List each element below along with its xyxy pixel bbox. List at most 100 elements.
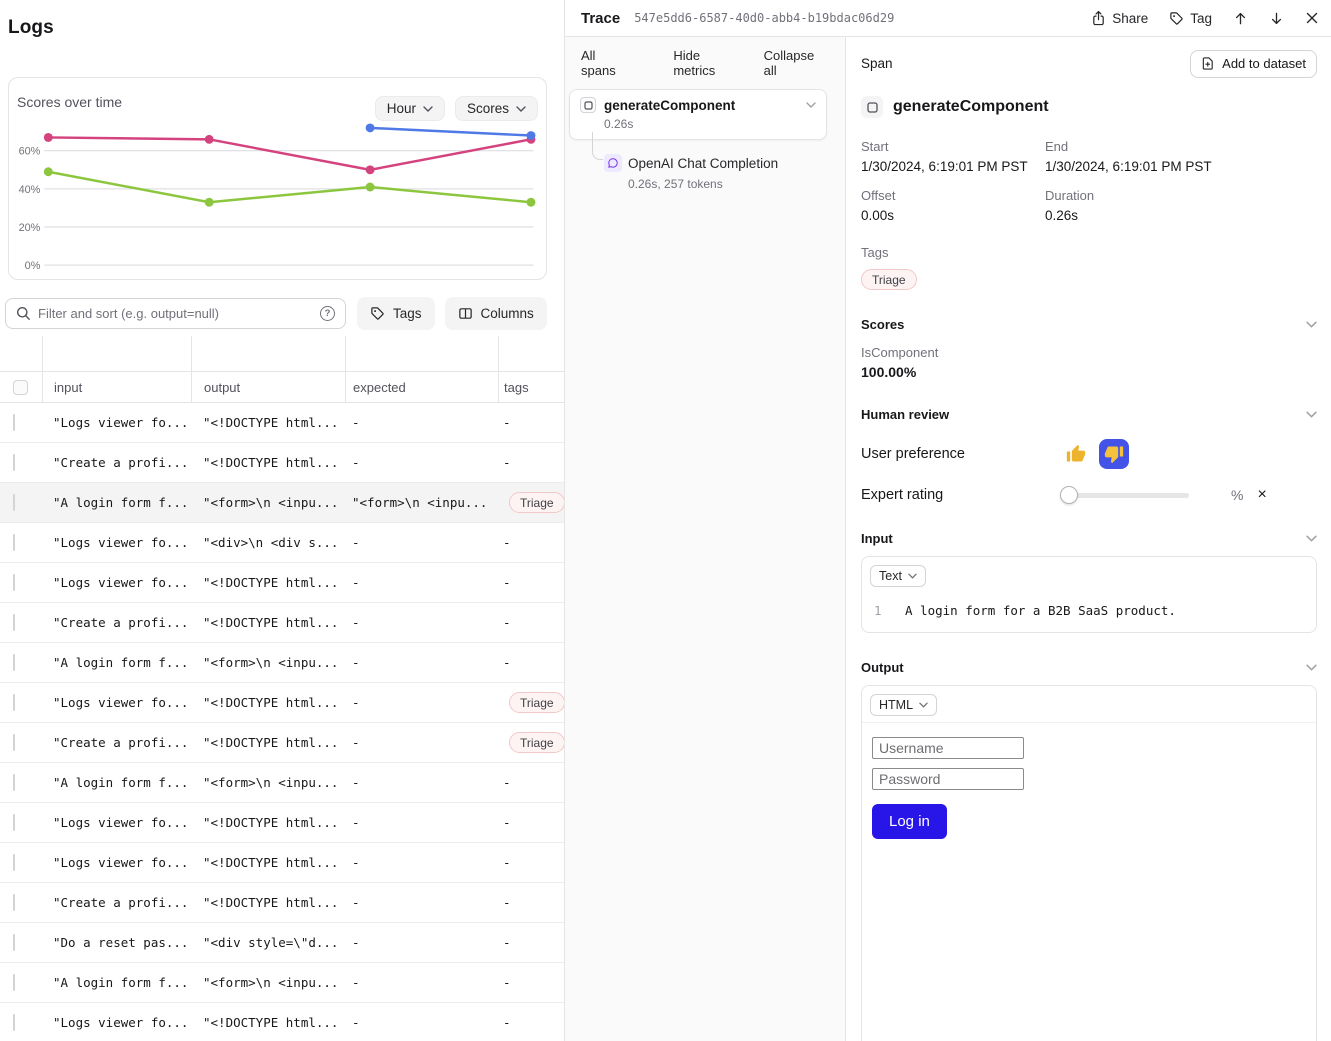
input-format-select[interactable]: Text <box>870 565 926 587</box>
chevron-down-icon <box>908 573 917 579</box>
cell-output: "<!DOCTYPE html... <box>203 1015 339 1030</box>
tag-chip-triage[interactable]: Triage <box>509 692 564 713</box>
hide-metrics-button[interactable]: Hide metrics <box>673 48 716 78</box>
table-row[interactable]: "Logs viewer fo... "<!DOCTYPE html... - … <box>0 563 564 603</box>
help-icon[interactable]: ? <box>320 306 335 321</box>
tag-chip-triage[interactable]: Triage <box>861 269 917 290</box>
cell-output: "<!DOCTYPE html... <box>203 695 339 710</box>
cell-input: "Logs viewer fo... <box>53 535 189 550</box>
filter-input[interactable] <box>38 306 313 321</box>
span-tree-panel: All spans Hide metrics Collapse all gene… <box>565 37 846 1041</box>
row-checkbox[interactable] <box>13 974 15 991</box>
tag-chip-triage[interactable]: Triage <box>509 732 564 753</box>
column-header-expected[interactable]: expected <box>345 372 498 402</box>
cell-input: "Logs viewer fo... <box>53 855 189 870</box>
close-icon[interactable] <box>1305 11 1319 25</box>
share-button[interactable]: Share <box>1091 10 1148 26</box>
chevron-down-icon[interactable] <box>1306 535 1317 542</box>
slider-knob[interactable] <box>1060 486 1078 504</box>
expert-rating-slider[interactable] <box>1060 486 1189 504</box>
log-table-body: "Logs viewer fo... "<!DOCTYPE html... - … <box>0 403 564 1041</box>
chevron-down-icon[interactable] <box>806 102 816 108</box>
cell-output: "<div style=\"d... <box>203 935 339 950</box>
column-header-output[interactable]: output <box>191 372 345 402</box>
row-checkbox[interactable] <box>13 854 15 871</box>
tag-icon <box>1170 11 1183 25</box>
row-checkbox[interactable] <box>13 894 15 911</box>
span-node-generatecomponent[interactable]: generateComponent 0.26s <box>569 89 827 140</box>
tab-all-spans[interactable]: All spans <box>581 48 616 78</box>
cell-input: "Logs viewer fo... <box>53 815 189 830</box>
tag-chip-triage[interactable]: Triage <box>509 492 564 513</box>
collapse-all-button[interactable]: Collapse all <box>763 48 815 78</box>
thumbs-up-button[interactable] <box>1061 439 1091 469</box>
cell-output: "<!DOCTYPE html... <box>203 455 339 470</box>
previous-trace-button[interactable] <box>1233 11 1248 26</box>
output-format-select[interactable]: HTML <box>870 694 938 716</box>
row-checkbox[interactable] <box>13 414 15 431</box>
table-row[interactable]: "Create a profi... "<!DOCTYPE html... - … <box>0 603 564 643</box>
row-checkbox[interactable] <box>13 814 15 831</box>
row-checkbox[interactable] <box>13 654 15 671</box>
next-trace-button[interactable] <box>1269 11 1284 26</box>
select-all-checkbox[interactable] <box>13 379 28 395</box>
table-row[interactable]: "A login form f... "<form>\n <inpu... "<… <box>0 483 564 523</box>
output-section: Output HTML Log in <box>861 660 1317 1041</box>
table-row[interactable]: "Logs viewer fo... "<!DOCTYPE html... - … <box>0 843 564 883</box>
cell-input: "A login form f... <box>53 975 189 990</box>
span-duration: 0.26s <box>604 117 634 131</box>
span-node-openai-chat-completion[interactable]: OpenAI Chat Completion <box>604 154 845 172</box>
cell-input: "Logs viewer fo... <box>53 695 189 710</box>
table-row[interactable]: "Logs viewer fo... "<!DOCTYPE html... - … <box>0 403 564 443</box>
span-metadata: Start 1/30/2024, 6:19:01 PM PST End 1/30/2… <box>861 137 1317 235</box>
cell-tags: Triage <box>498 492 564 513</box>
columns-button[interactable]: Columns <box>444 297 547 330</box>
columns-icon <box>458 308 472 319</box>
cell-input: "Logs viewer fo... <box>53 415 189 430</box>
row-checkbox[interactable] <box>13 534 15 551</box>
expert-rating-label: Expert rating <box>861 487 944 503</box>
row-checkbox[interactable] <box>13 934 15 951</box>
table-row[interactable]: "Logs viewer fo... "<!DOCTYPE html... - … <box>0 1003 564 1041</box>
table-row[interactable]: "Do a reset pas... "<div style=\"d... - … <box>0 923 564 963</box>
column-header-tags[interactable]: tags <box>498 372 564 402</box>
row-checkbox[interactable] <box>13 614 15 631</box>
rendered-username-field[interactable] <box>872 737 1024 759</box>
cell-tags: - <box>503 1015 511 1030</box>
cell-tags: - <box>503 815 511 830</box>
tags-button[interactable]: Tags <box>357 297 435 330</box>
chevron-down-icon[interactable] <box>1306 664 1317 671</box>
table-row[interactable]: "Create a profi... "<!DOCTYPE html... - … <box>0 723 564 763</box>
column-header-input[interactable]: input <box>42 372 191 402</box>
table-row[interactable]: "Create a profi... "<!DOCTYPE html... - … <box>0 443 564 483</box>
cell-expected: - <box>352 815 360 830</box>
rendered-password-field[interactable] <box>872 768 1024 790</box>
tag-button[interactable]: Tag <box>1169 11 1212 26</box>
table-row[interactable]: "A login form f... "<form>\n <inpu... - … <box>0 963 564 1003</box>
add-to-dataset-button[interactable]: Add to dataset <box>1190 49 1317 78</box>
thumbs-down-button[interactable] <box>1099 439 1129 469</box>
rendered-login-button[interactable]: Log in <box>872 804 947 839</box>
chevron-down-icon <box>423 105 433 112</box>
row-checkbox[interactable] <box>13 734 15 751</box>
metric-select[interactable]: Scores <box>454 96 538 121</box>
table-row[interactable]: "Create a profi... "<!DOCTYPE html... - … <box>0 883 564 923</box>
chevron-down-icon[interactable] <box>1306 321 1317 328</box>
table-row[interactable]: "Logs viewer fo... "<!DOCTYPE html... - … <box>0 683 564 723</box>
table-row[interactable]: "Logs viewer fo... "<div>\n <div s... - … <box>0 523 564 563</box>
table-row[interactable]: "A login form f... "<form>\n <inpu... - … <box>0 763 564 803</box>
chevron-down-icon[interactable] <box>1306 411 1317 418</box>
row-checkbox[interactable] <box>13 774 15 791</box>
table-row[interactable]: "A login form f... "<form>\n <inpu... - … <box>0 643 564 683</box>
table-row[interactable]: "Logs viewer fo... "<!DOCTYPE html... - … <box>0 803 564 843</box>
clear-rating-icon[interactable]: × <box>1257 486 1267 503</box>
row-checkbox[interactable] <box>13 454 15 471</box>
row-checkbox[interactable] <box>13 494 15 511</box>
row-checkbox[interactable] <box>13 694 15 711</box>
row-checkbox[interactable] <box>13 1014 15 1031</box>
span-type-icon <box>580 97 596 113</box>
user-preference-label: User preference <box>861 446 965 462</box>
row-checkbox[interactable] <box>13 574 15 591</box>
cell-expected: - <box>352 895 360 910</box>
interval-select[interactable]: Hour <box>374 96 445 121</box>
